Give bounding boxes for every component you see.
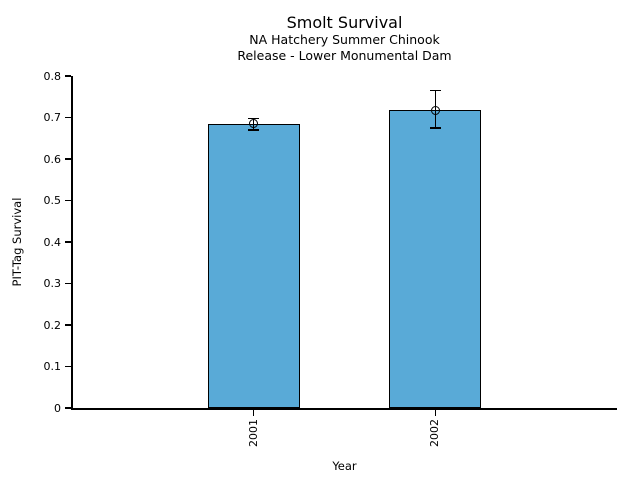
y-tick-label: 0.4 [43,235,62,249]
y-tick-label: 0.1 [43,360,62,373]
chart-subtitle-2: Release - Lower Monumental Dam [237,48,452,63]
x-tick-mark-2001 [252,409,255,416]
y-axis-line [71,76,73,410]
error-cap-bottom-2002 [429,127,441,129]
y-tick-mark [65,158,71,160]
y-tick-label: 0 [54,401,61,415]
error-cap-bottom-2001 [248,129,260,131]
point-marker-2002 [430,105,440,115]
y-axis-label: PIT-Tag Survival [10,197,24,287]
y-tick-mark [65,241,71,243]
y-tick-mark [65,324,71,326]
y-tick-label: 0.3 [43,277,62,290]
error-cap-top-2001 [248,117,260,120]
x-tick-mark-2002 [434,409,437,416]
y-tick-label: 0.5 [43,194,62,207]
x-axis-label: Year [332,459,357,473]
y-tick-mark [65,116,71,119]
y-tick-label: 0.6 [43,152,62,166]
y-tick-label: 0.8 [43,69,62,83]
x-axis-line [71,408,617,410]
chart-title: Smolt Survival [286,13,403,32]
y-tick-label: 0.2 [43,318,62,332]
y-tick-mark [65,199,71,202]
error-cap-top-2002 [429,89,441,92]
y-tick-mark [65,282,71,285]
y-tick-label: 0.7 [43,111,62,124]
bar-2002 [389,110,482,408]
point-marker-2001 [249,119,259,129]
chart-subtitle-1: NA Hatchery Summer Chinook [249,32,440,47]
y-tick-mark [65,407,71,409]
bar-2001 [207,123,300,408]
y-tick-mark [65,75,71,77]
y-tick-mark [65,365,71,368]
